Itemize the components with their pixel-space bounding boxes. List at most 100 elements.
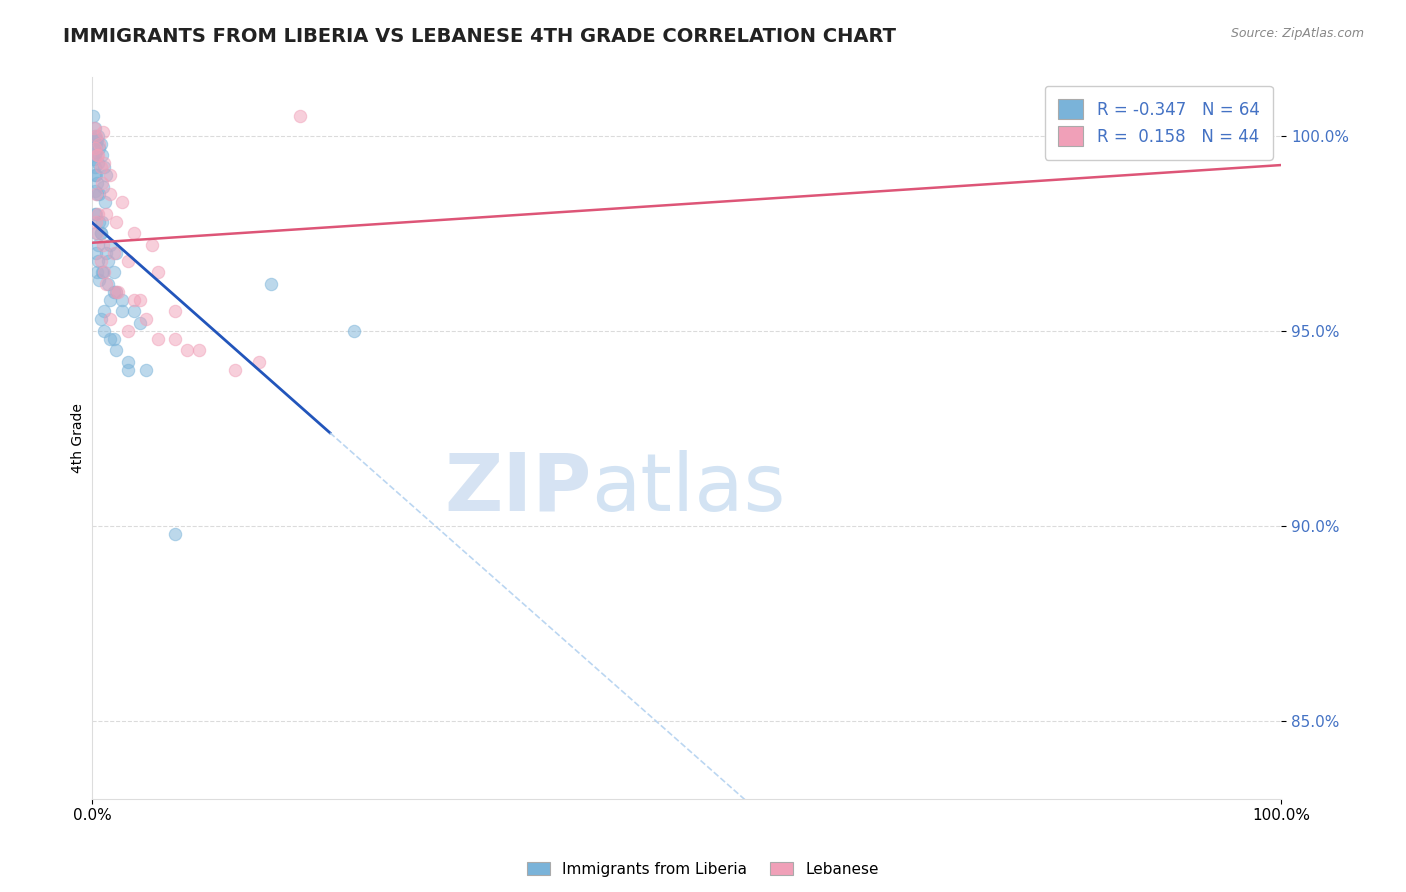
Point [86, 176, 108, 190]
Point [103, 246, 125, 260]
Point [83, 207, 105, 221]
Point [97, 277, 120, 291]
Point [83, 121, 105, 136]
Point [93, 265, 115, 279]
Point [93, 160, 115, 174]
Point [87, 253, 110, 268]
Point [89, 187, 111, 202]
Point [93, 304, 115, 318]
Point [84, 128, 107, 143]
Point [128, 293, 150, 307]
Point [188, 343, 211, 358]
Point [98, 293, 121, 307]
Point [135, 312, 157, 326]
Point [90, 148, 112, 162]
Point [87, 156, 110, 170]
Point [84, 136, 107, 151]
Point [91, 265, 114, 279]
Point [98, 238, 121, 252]
Point [96, 277, 118, 291]
Point [98, 312, 121, 326]
Point [104, 215, 127, 229]
Point [90, 227, 112, 241]
Point [224, 363, 246, 377]
Point [104, 343, 127, 358]
Point [86, 265, 108, 279]
Point [165, 332, 187, 346]
Point [107, 285, 129, 299]
Point [247, 355, 270, 369]
Legend: R = -0.347   N = 64, R =  0.158   N = 44: R = -0.347 N = 64, R = 0.158 N = 44 [1045, 86, 1272, 160]
Point [117, 355, 139, 369]
Point [111, 293, 134, 307]
Point [83, 160, 105, 174]
Point [89, 160, 111, 174]
Point [96, 207, 118, 221]
Point [165, 526, 187, 541]
Text: Source: ZipAtlas.com: Source: ZipAtlas.com [1230, 27, 1364, 40]
Point [82, 110, 104, 124]
Point [176, 343, 198, 358]
Point [111, 304, 134, 318]
Point [89, 312, 111, 326]
Point [103, 265, 125, 279]
Point [98, 187, 121, 202]
Point [165, 304, 187, 318]
Point [104, 285, 127, 299]
Point [86, 148, 108, 162]
Point [259, 277, 281, 291]
Point [290, 110, 312, 124]
Point [86, 187, 108, 202]
Point [146, 265, 169, 279]
Point [1152, 97, 1174, 112]
Point [94, 195, 117, 210]
Point [91, 238, 114, 252]
Point [84, 128, 107, 143]
Point [83, 133, 105, 147]
Point [135, 363, 157, 377]
Point [89, 273, 111, 287]
Text: ZIP: ZIP [444, 450, 592, 527]
Point [86, 227, 108, 241]
Point [98, 168, 121, 182]
Point [86, 133, 108, 147]
Point [93, 324, 115, 338]
Point [122, 293, 145, 307]
Point [83, 140, 105, 154]
Point [89, 227, 111, 241]
Point [117, 324, 139, 338]
Point [83, 148, 105, 162]
Point [84, 215, 107, 229]
Point [90, 176, 112, 190]
Point [83, 153, 105, 167]
Point [103, 285, 125, 299]
Point [89, 253, 111, 268]
Point [111, 195, 134, 210]
Point [96, 246, 118, 260]
Point [87, 128, 110, 143]
Point [117, 363, 139, 377]
Point [122, 227, 145, 241]
Point [96, 168, 118, 182]
Point [84, 168, 107, 182]
Point [98, 332, 121, 346]
Point [87, 215, 110, 229]
Point [93, 156, 115, 170]
Point [86, 207, 108, 221]
Point [90, 265, 112, 279]
Point [117, 253, 139, 268]
Point [103, 332, 125, 346]
Point [83, 184, 105, 198]
Point [91, 179, 114, 194]
Point [84, 168, 107, 182]
Point [97, 253, 120, 268]
Point [83, 121, 105, 136]
Point [87, 148, 110, 162]
Point [87, 207, 110, 221]
Point [87, 238, 110, 252]
Text: atlas: atlas [592, 450, 786, 527]
Y-axis label: 4th Grade: 4th Grade [72, 403, 86, 473]
Point [91, 125, 114, 139]
Point [84, 187, 107, 202]
Point [122, 304, 145, 318]
